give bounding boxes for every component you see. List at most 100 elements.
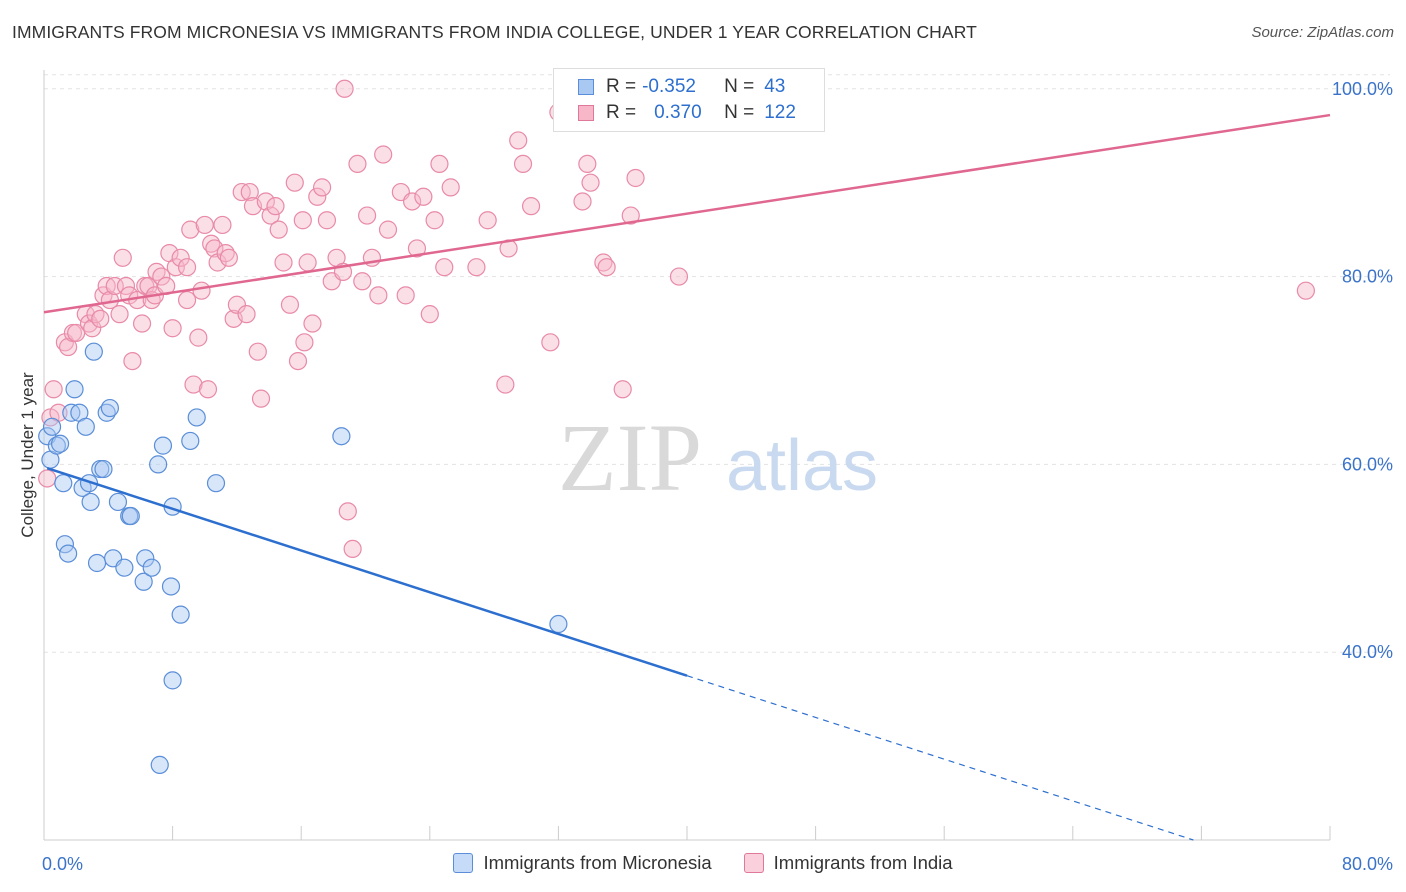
series-micronesia xyxy=(38,342,568,774)
micronesia-point xyxy=(108,492,128,512)
india-point xyxy=(430,154,449,174)
india-point xyxy=(266,197,285,216)
india-point xyxy=(581,173,600,192)
micronesia-point xyxy=(171,605,190,624)
india-point xyxy=(163,319,182,338)
india-point xyxy=(184,375,203,394)
micronesia-point xyxy=(65,380,84,399)
series-india xyxy=(38,79,1315,559)
micronesia-point xyxy=(161,577,181,596)
micronesia-point xyxy=(206,474,226,493)
india-point xyxy=(227,295,246,314)
micronesia-point xyxy=(163,671,182,690)
x-tick-label: 0.0% xyxy=(42,854,83,874)
india-point xyxy=(407,239,427,258)
micronesia-point xyxy=(76,417,95,436)
india-point xyxy=(509,131,528,150)
india-point xyxy=(38,469,57,488)
india-point xyxy=(541,333,560,352)
india-point xyxy=(467,258,486,277)
india-point xyxy=(171,248,190,267)
india-point xyxy=(213,215,232,235)
india-point xyxy=(358,206,377,225)
india-point xyxy=(669,267,689,286)
micronesia-point xyxy=(149,455,168,474)
india-point xyxy=(1296,281,1315,300)
micronesia-point xyxy=(153,436,173,455)
micronesia-point xyxy=(121,506,140,526)
micronesia-point xyxy=(47,436,66,455)
trend-lines xyxy=(43,113,1331,841)
india-point xyxy=(219,248,238,267)
india-point xyxy=(369,286,388,305)
india-point xyxy=(374,145,393,164)
india-point xyxy=(152,267,171,286)
chart-title: IMMIGRANTS FROM MICRONESIA VS IMMIGRANTS… xyxy=(12,22,977,42)
x-tick-label: 80.0% xyxy=(1342,854,1393,874)
micronesia-point xyxy=(87,553,107,573)
bottom-legend: Immigrants from Micronesia Immigrants fr… xyxy=(0,852,1406,874)
legend-swatch-india xyxy=(578,105,594,121)
india-point xyxy=(312,178,332,197)
micronesia-point xyxy=(136,549,155,568)
legend-r-value: -0.352 xyxy=(642,76,696,97)
micronesia-point xyxy=(187,408,206,427)
india-point xyxy=(198,380,218,399)
india-point xyxy=(435,258,454,277)
micronesia-trend-line xyxy=(46,466,688,677)
india-point xyxy=(478,211,497,230)
watermark-zip: ZIP xyxy=(558,404,702,511)
india-point xyxy=(578,154,597,174)
micronesia-point xyxy=(142,558,161,577)
legend-r-label: R = xyxy=(606,76,637,97)
bottom-legend-micronesia: Immigrants from Micronesia xyxy=(453,852,712,874)
legend-n-label: N = xyxy=(724,102,755,123)
india-point xyxy=(298,253,317,272)
micronesia-point xyxy=(81,492,100,512)
india-point xyxy=(261,206,280,225)
india-point xyxy=(295,333,314,352)
watermark: ZIP atlas xyxy=(558,404,878,511)
india-point xyxy=(626,168,645,188)
micronesia-point xyxy=(115,558,134,577)
india-point xyxy=(256,192,275,211)
legend-swatch-micronesia xyxy=(578,79,594,95)
legend-r-value: 0.370 xyxy=(654,102,702,123)
bottom-legend-swatch-micronesia xyxy=(453,853,474,873)
india-point xyxy=(59,337,78,357)
india-point xyxy=(113,248,132,267)
india-point xyxy=(597,258,616,277)
india-point xyxy=(414,187,433,206)
y-tick-label: 40.0% xyxy=(1342,642,1393,662)
legend-n-value: 43 xyxy=(764,76,786,97)
y-axis-label: College, Under 1 year xyxy=(18,372,37,538)
bottom-legend-india: Immigrants from India xyxy=(743,852,953,874)
india-point xyxy=(378,220,398,239)
india-point xyxy=(338,502,357,521)
india-point xyxy=(139,276,158,296)
micronesia-point xyxy=(42,417,62,436)
india-point xyxy=(177,258,197,277)
india-point xyxy=(496,375,515,394)
bottom-legend-label-micronesia: Immigrants from Micronesia xyxy=(483,852,712,873)
legend: R = -0.352 N = 43 R = 0.370 N = 122 xyxy=(553,68,825,132)
india-point xyxy=(192,281,211,300)
india-point xyxy=(132,314,152,333)
india-point xyxy=(513,154,533,174)
legend-n-value: 122 xyxy=(764,102,796,123)
india-point xyxy=(303,314,322,333)
tick-labels: 40.0% 60.0% 80.0% 100.0% 0.0% 80.0% xyxy=(42,79,1393,874)
india-point xyxy=(123,351,142,371)
india-point xyxy=(177,290,197,310)
india-point xyxy=(110,305,129,324)
bottom-legend-label-india: Immigrants from India xyxy=(773,852,953,873)
india-point xyxy=(91,309,110,328)
india-point xyxy=(425,211,444,230)
micronesia-point xyxy=(549,614,568,634)
india-point xyxy=(44,380,63,399)
micronesia-point xyxy=(100,398,120,418)
micronesia-point xyxy=(150,755,169,774)
micronesia-point xyxy=(59,544,78,563)
y-tick-label: 100.0% xyxy=(1332,79,1393,99)
india-point xyxy=(240,182,259,202)
